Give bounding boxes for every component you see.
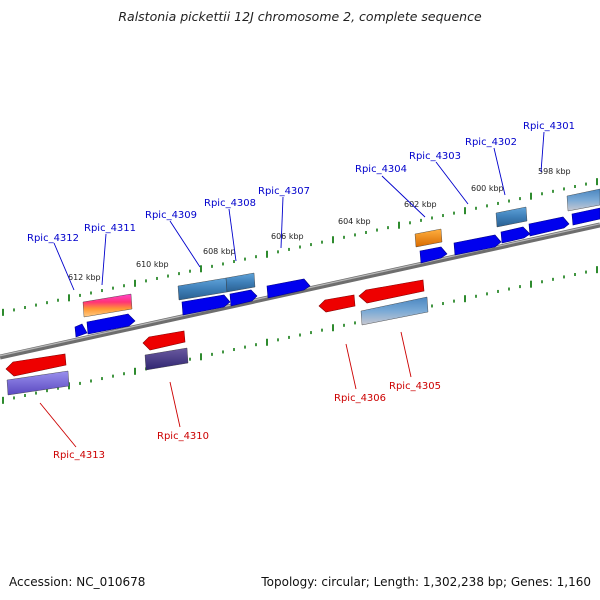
feature-bar[interactable]: [495, 206, 528, 228]
ruler-label: 602 kbp: [404, 200, 437, 209]
cds-arrow[interactable]: [528, 216, 570, 237]
feature-bars: [6, 188, 600, 396]
gene-label-rpic-4301[interactable]: Rpic_4301: [523, 121, 575, 132]
cds-arrow[interactable]: [266, 278, 311, 299]
feature-bar[interactable]: [82, 293, 133, 318]
gene-label-rpic-4311[interactable]: Rpic_4311: [84, 223, 136, 234]
leader-lines: [39, 131, 545, 448]
accession-text: Accession: NC_010678: [9, 575, 146, 589]
gene-label-rpic-4307[interactable]: Rpic_4307: [258, 186, 310, 197]
ruler-label: 608 kbp: [203, 247, 236, 256]
cds-arrow[interactable]: [571, 207, 600, 226]
ruler-label: 604 kbp: [338, 217, 371, 226]
ruler-label: 610 kbp: [136, 260, 169, 269]
ruler-label: 598 kbp: [538, 167, 571, 176]
cds-arrow[interactable]: [358, 279, 425, 304]
feature-bar[interactable]: [566, 188, 600, 212]
cds-arrow[interactable]: [86, 313, 136, 335]
feature-bar[interactable]: [6, 370, 70, 396]
forward-cds-track: [74, 207, 600, 338]
feature-bar[interactable]: [414, 228, 443, 248]
feature-bar[interactable]: [360, 296, 429, 326]
gene-label-rpic-4304[interactable]: Rpic_4304: [355, 164, 407, 175]
cds-arrow[interactable]: [318, 294, 356, 313]
cds-arrow[interactable]: [74, 323, 88, 338]
gene-label-rpic-4302[interactable]: Rpic_4302: [465, 137, 517, 148]
gene-label-rpic-4313[interactable]: Rpic_4313: [53, 450, 105, 461]
cds-arrow[interactable]: [453, 234, 502, 256]
cds-arrow[interactable]: [419, 246, 448, 264]
gene-labels: Rpic_4301 Rpic_4302 Rpic_4303 Rpic_4304 …: [27, 121, 575, 461]
ruler-label: 612 kbp: [68, 273, 101, 282]
gene-label-rpic-4306[interactable]: Rpic_4306: [334, 393, 386, 404]
feature-bar[interactable]: [144, 347, 189, 371]
gene-label-rpic-4308[interactable]: Rpic_4308: [204, 198, 256, 209]
ruler-label: 606 kbp: [271, 232, 304, 241]
cds-arrow[interactable]: [229, 289, 258, 307]
gene-label-rpic-4312[interactable]: Rpic_4312: [27, 233, 79, 244]
cds-arrow[interactable]: [500, 226, 531, 244]
feature-bar[interactable]: [225, 272, 256, 293]
gene-label-rpic-4303[interactable]: Rpic_4303: [409, 151, 461, 162]
topology-text: Topology: circular; Length: 1,302,238 bp…: [261, 575, 591, 589]
cds-arrow[interactable]: [5, 353, 67, 377]
gene-label-rpic-4310[interactable]: Rpic_4310: [157, 431, 209, 442]
cds-arrow[interactable]: [142, 330, 186, 351]
cds-arrow[interactable]: [181, 294, 231, 316]
ruler-labels: 598 kbp 600 kbp 602 kbp 604 kbp 606 kbp …: [68, 167, 571, 282]
gene-label-rpic-4309[interactable]: Rpic_4309: [145, 210, 197, 221]
map-title: Ralstonia pickettii 12J chromosome 2, co…: [118, 9, 482, 24]
reverse-cds-track: [5, 279, 425, 377]
ruler-label: 600 kbp: [471, 184, 504, 193]
gene-label-rpic-4305[interactable]: Rpic_4305: [389, 381, 441, 392]
